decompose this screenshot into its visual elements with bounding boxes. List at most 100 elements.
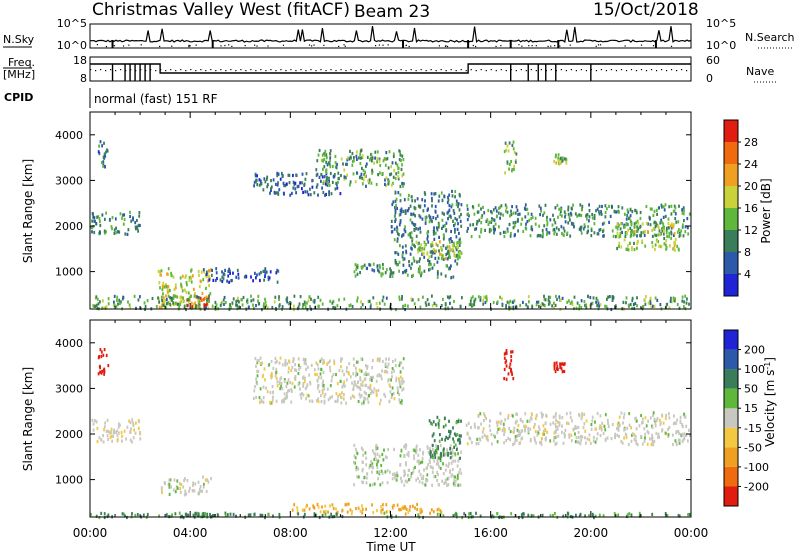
nave-dot xyxy=(595,70,598,72)
echo-cell xyxy=(393,447,395,451)
echo-cell xyxy=(653,209,656,213)
echo-cell xyxy=(378,159,381,163)
noise-search-dot xyxy=(595,45,597,47)
echo-cell xyxy=(112,434,115,438)
nave-dot xyxy=(285,70,287,72)
echo-cell xyxy=(394,251,397,255)
echo-cell xyxy=(415,449,418,453)
echo-cell xyxy=(400,399,403,403)
echo-cell xyxy=(647,301,650,305)
nave-dot xyxy=(120,69,122,71)
echo-cell xyxy=(334,161,337,165)
echo-cell xyxy=(580,417,583,421)
echo-cell xyxy=(387,180,390,184)
echo-cell xyxy=(353,443,356,447)
echo-cell xyxy=(190,280,193,284)
echo-cell xyxy=(255,178,257,182)
echo-cell xyxy=(631,432,634,436)
echo-cell xyxy=(361,166,363,170)
echo-cell xyxy=(131,418,134,422)
noise-search-dot xyxy=(528,45,530,47)
echo-cell xyxy=(412,470,415,474)
echo-cell xyxy=(326,178,328,182)
echo-cell xyxy=(593,216,596,221)
echo-cell xyxy=(545,227,548,232)
echo-cell xyxy=(578,213,581,217)
echo-cell xyxy=(565,412,568,416)
echo-cell xyxy=(521,429,524,433)
echo-cell xyxy=(433,475,436,479)
echo-cell xyxy=(336,382,339,386)
echo-cell xyxy=(158,281,161,285)
echo-cell xyxy=(631,306,633,310)
echo-cell xyxy=(664,214,667,218)
echo-cell xyxy=(96,426,99,430)
echo-cell xyxy=(449,255,451,259)
echo-cell xyxy=(113,431,116,435)
echo-cell xyxy=(632,302,635,307)
echo-cell xyxy=(676,418,679,422)
time-tick-label: 20:00 xyxy=(574,526,609,540)
echo-cell xyxy=(237,276,240,280)
echo-cell xyxy=(497,427,500,431)
echo-cell xyxy=(394,208,397,213)
echo-cell xyxy=(514,438,517,442)
echo-cell xyxy=(644,416,647,420)
echo-cell xyxy=(553,301,555,305)
echo-cell xyxy=(417,248,419,252)
echo-cell xyxy=(383,448,385,452)
echo-cell xyxy=(647,222,649,226)
echo-cell xyxy=(202,485,205,489)
echo-cell xyxy=(475,511,477,515)
echo-cell xyxy=(441,479,444,483)
echo-cell xyxy=(583,225,586,229)
echo-cell xyxy=(97,372,100,376)
echo-cell xyxy=(524,424,527,428)
colorbar-tick-label: 200 xyxy=(744,344,765,357)
echo-cell xyxy=(585,214,587,218)
echo-cell xyxy=(585,441,587,445)
echo-cell xyxy=(543,211,546,215)
echo-cell xyxy=(651,234,654,238)
echo-cell xyxy=(574,212,577,216)
echo-cell xyxy=(547,302,550,306)
echo-cell xyxy=(99,223,102,228)
nave-dot xyxy=(485,70,487,72)
echo-cell xyxy=(165,297,168,302)
echo-cell xyxy=(385,510,388,514)
echo-cell xyxy=(303,300,306,304)
echo-cell xyxy=(389,272,392,276)
echo-cell xyxy=(105,353,108,358)
echo-cell xyxy=(278,361,281,365)
echo-cell xyxy=(195,512,197,516)
echo-cell xyxy=(372,296,375,300)
echo-cell xyxy=(387,362,390,366)
echo-cell xyxy=(616,422,619,426)
echo-cell xyxy=(381,359,384,364)
echo-cell xyxy=(332,373,335,377)
echo-cell xyxy=(507,436,510,441)
echo-cell xyxy=(370,181,373,185)
echo-cell xyxy=(290,389,293,393)
echo-cell xyxy=(444,416,446,420)
echo-cell xyxy=(100,438,103,442)
echo-cell xyxy=(457,205,459,209)
echo-cell xyxy=(463,512,466,516)
echo-cell xyxy=(458,238,461,242)
echo-cell xyxy=(477,295,480,299)
echo-cell xyxy=(162,303,165,307)
echo-cell xyxy=(95,514,98,518)
echo-cell xyxy=(667,433,670,437)
echo-cell xyxy=(304,190,307,194)
echo-cell xyxy=(359,387,362,391)
echo-cell xyxy=(408,263,411,268)
echo-cell xyxy=(456,218,458,222)
echo-cell xyxy=(457,222,459,226)
echo-cell xyxy=(371,389,373,393)
echo-cell xyxy=(319,298,322,302)
echo-cell xyxy=(207,297,210,301)
echo-cell xyxy=(595,427,597,431)
echo-cell xyxy=(434,449,437,453)
echo-cell xyxy=(343,168,346,172)
echo-cell xyxy=(445,481,447,485)
